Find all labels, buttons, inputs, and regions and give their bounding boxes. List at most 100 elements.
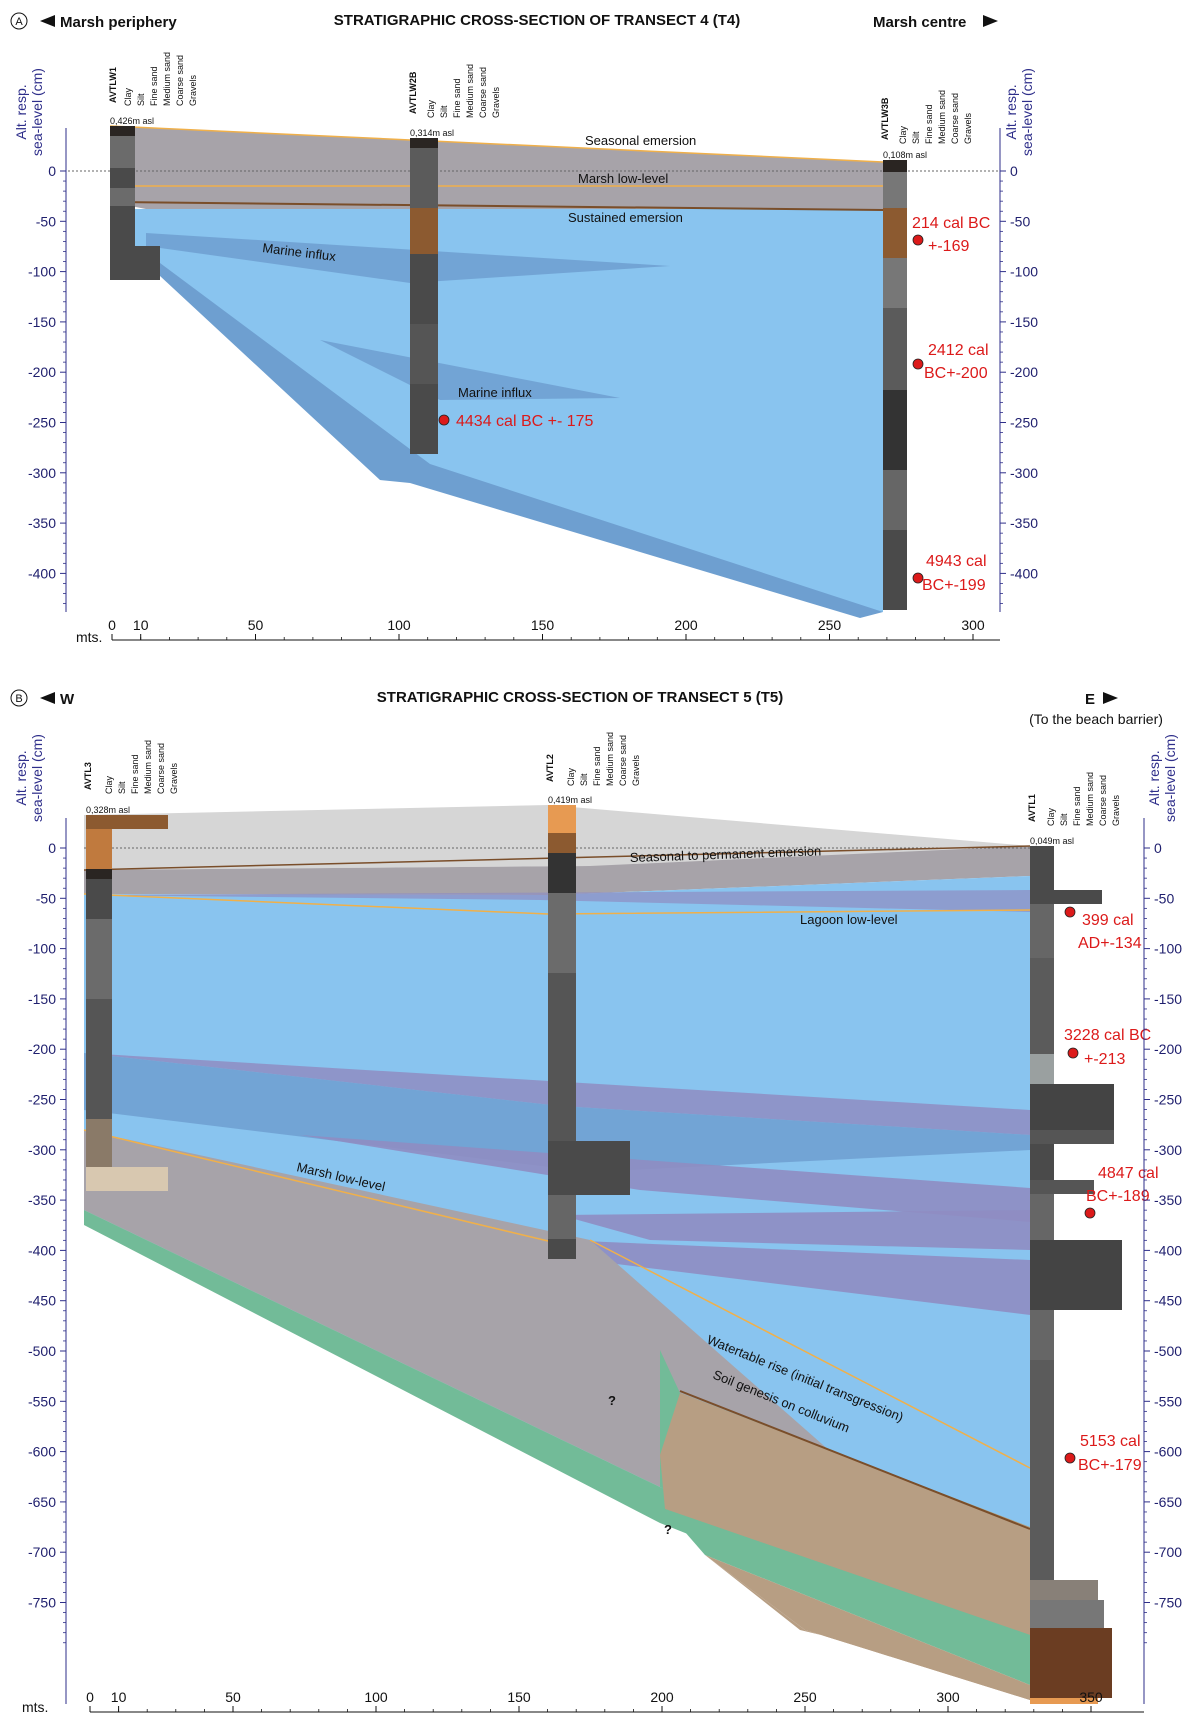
grain-label: Clay (1046, 807, 1056, 826)
grain-label: Medium sand (605, 732, 615, 786)
grain-label: Coarse sand (950, 93, 960, 144)
x-tick-label: 10 (133, 617, 149, 633)
panel-a-letter-circle (10, 12, 28, 30)
panel-b-soil-line (679, 1390, 1031, 1530)
panel-b-unknown-mark-2: ? (664, 1522, 672, 1537)
panel-a-date-3-line1: 4434 cal BC +- 175 (456, 413, 594, 430)
y-tick-label: -300 (28, 1142, 56, 1158)
panel-b-core-1 (86, 815, 168, 1191)
panel-b-core-3-elevation: 0,049m asl (1030, 836, 1074, 846)
x-tick-label: 150 (531, 617, 555, 633)
grain-label: Coarse sand (175, 55, 185, 106)
panel-a-core-1-grain-scale: Clay Silt Fine sand Medium sand Coarse s… (123, 52, 198, 106)
panel-a-unit-marsh-low-level: Marsh low-level (578, 171, 668, 186)
x-tick-label: 250 (793, 1689, 817, 1705)
grain-label: Medium sand (143, 740, 153, 794)
panel-a-sustained-emersion-line (109, 201, 884, 211)
right-arrow-icon (983, 15, 998, 27)
panel-a-marine-influx-2 (320, 340, 620, 400)
panel-b-core-1-name: AVTL3 (83, 762, 93, 790)
y-tick-label: -700 (28, 1544, 56, 1560)
y-tick-label: 0 (1010, 163, 1018, 179)
panel-a-unit-sustained-emersion: Sustained emersion (568, 210, 683, 225)
panel-b-right-direction: E (1085, 691, 1095, 708)
y-tick-label: -150 (28, 314, 56, 330)
grain-label: Medium sand (162, 52, 172, 106)
panel-a-right-direction: Marsh centre (873, 14, 966, 31)
grain-label: Clay (426, 99, 436, 118)
x-tick-label: 250 (818, 617, 842, 633)
panel-b-core-2-name: AVTL2 (545, 754, 555, 782)
grain-label: Silt (117, 781, 127, 794)
x-tick-label: 200 (650, 1689, 674, 1705)
panel-b-purple-wedge-4 (560, 1240, 1030, 1315)
panel-b-watertable-line (589, 1239, 1031, 1469)
panel-a-marine-influx-1 (146, 233, 670, 283)
y-tick-label: -550 (1154, 1393, 1182, 1409)
y-tick-label: -100 (28, 264, 56, 280)
panel-a-right-axis: 0 -50 -100 -150 -200 -250 -300 -350 -400 (999, 128, 1038, 612)
y-tick-label: -700 (1154, 1544, 1182, 1560)
panel-b-core-1-grain-scale: Clay Silt Fine sand Medium sand Coarse s… (104, 740, 179, 794)
x-tick-label: 300 (936, 1689, 960, 1705)
y-tick-label: 0 (48, 163, 56, 179)
panel-b-letter: B (15, 693, 22, 705)
panel-b-core-1-elevation: 0,328m asl (86, 805, 130, 815)
panel-a-date-marker-3 (438, 414, 450, 426)
y-tick-label: -450 (28, 1293, 56, 1309)
panel-a-core-2 (410, 138, 438, 454)
panel-a-right-axis-label-2: sea-level (cm) (1019, 68, 1035, 156)
panel-b-left-axis-label-1: Alt. resp. (13, 750, 29, 805)
y-tick-label: -150 (28, 991, 56, 1007)
panel-b-date-4-line1: 5153 cal (1080, 1433, 1141, 1450)
panel-b-purple-wedge-3 (560, 1210, 1030, 1250)
y-tick-label: -500 (28, 1343, 56, 1359)
y-tick-label: -400 (28, 565, 56, 581)
y-tick-label: 0 (1154, 840, 1162, 856)
grain-label: Silt (911, 131, 921, 144)
panel-a-core-3-name: AVTLW3B (880, 97, 890, 140)
grain-label: Gravels (963, 112, 973, 144)
x-tick-label: 50 (225, 1689, 241, 1705)
y-tick-label: -450 (1154, 1293, 1182, 1309)
panel-a-date-2-line2: BC+-200 (924, 365, 988, 382)
grain-label: Clay (566, 767, 576, 786)
panel-b-date-marker-1 (1064, 906, 1076, 918)
panel-b-x-axis: 0 10 50 100 150 200 250 300 350 (86, 1689, 1144, 1713)
panel-a-left-axis: 0 -50 -100 -150 -200 -250 -300 -350 -400 (28, 128, 67, 612)
grain-label: Gravels (631, 754, 641, 786)
x-tick-label: 150 (507, 1689, 531, 1705)
panel-a-title: STRATIGRAPHIC CROSS-SECTION OF TRANSECT … (334, 12, 740, 29)
panel-b-purple-wedge-2 (300, 1135, 1030, 1222)
y-tick-label: -250 (1010, 415, 1038, 431)
panel-b-date-marker-3 (1084, 1207, 1096, 1219)
panel-a: A Marsh periphery STRATIGRAPHIC CROSS-SE… (10, 12, 1038, 645)
panel-a-core-2-elevation: 0,314m asl (410, 128, 454, 138)
panel-a-right-axis-label-1: Alt. resp. (1003, 84, 1019, 139)
panel-b-date-3-line2: BC+-189 (1086, 1188, 1150, 1205)
panel-a-left-axis-label-1: Alt. resp. (13, 84, 29, 139)
y-tick-label: -300 (1154, 1142, 1182, 1158)
y-tick-label: -50 (1010, 213, 1030, 229)
panel-b-right-axis-label-2: sea-level (cm) (1162, 734, 1178, 822)
panel-a-marsh-layer (110, 126, 883, 210)
x-tick-label: 10 (111, 1689, 127, 1705)
panel-b-right-note: (To the beach barrier) (1029, 711, 1163, 727)
x-tick-label: 100 (387, 617, 411, 633)
x-tick-label: 350 (1079, 1689, 1103, 1705)
panel-b-lower-green-layer (665, 1509, 1030, 1685)
panel-a-core-3 (883, 160, 907, 610)
y-tick-label: -650 (1154, 1494, 1182, 1510)
panel-a-date-marker-4 (912, 572, 924, 584)
y-tick-label: -200 (1010, 364, 1038, 380)
panel-a-letter: A (15, 16, 23, 28)
panel-a-core-2-grain-scale: Clay Silt Fine sand Medium sand Coarse s… (426, 64, 501, 118)
x-tick-label: 100 (364, 1689, 388, 1705)
x-tick-label: 300 (961, 617, 985, 633)
panel-b-date-3-line1: 4847 cal (1098, 1165, 1159, 1182)
panel-b-purple-wedge-top (84, 890, 1030, 912)
grain-label: Gravels (1111, 794, 1121, 826)
panel-b-left-axis-label-2: sea-level (cm) (29, 734, 45, 822)
panel-b: B W STRATIGRAPHIC CROSS-SECTION OF TRANS… (10, 689, 1182, 1715)
y-tick-label: -250 (28, 1092, 56, 1108)
